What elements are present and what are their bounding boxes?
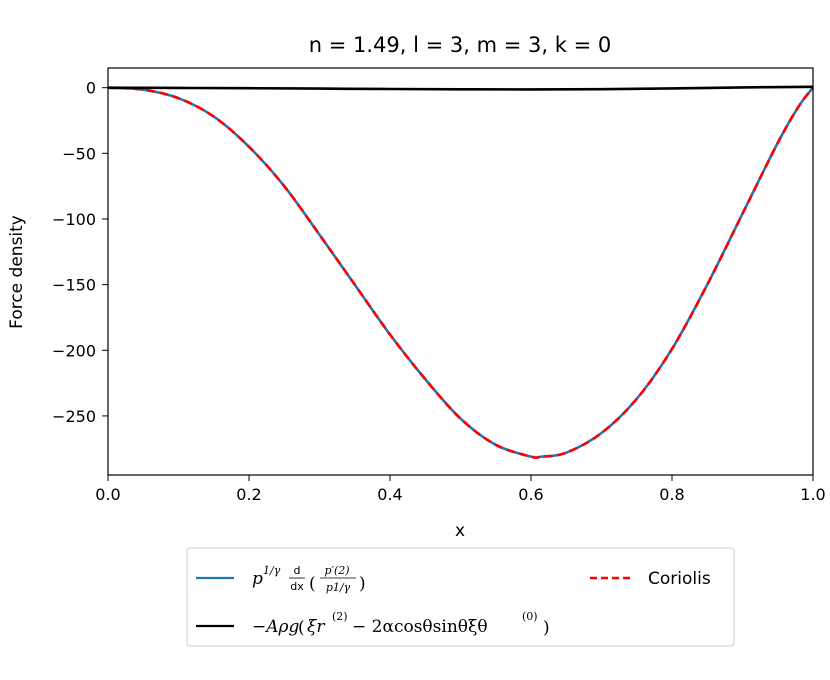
- x-tick-label: 0.2: [236, 485, 261, 504]
- x-tick-label: 0.0: [95, 485, 120, 504]
- legend-series1-d: d: [294, 564, 301, 577]
- legend-series3-lparen: (: [298, 618, 305, 638]
- x-tick-label: 1.0: [800, 485, 825, 504]
- legend-series3-xit-sup: (0): [522, 610, 538, 623]
- x-axis-title: x: [455, 521, 465, 541]
- legend-box: [186, 547, 735, 647]
- legend-series3-middle: − 2αcosθsinθξθ: [352, 617, 488, 637]
- x-axis-ticks: 0.0 0.2 0.4 0.6 0.8 1.0: [95, 475, 826, 504]
- y-axis-ticks: 0 −50 −100 −150 −200 −250: [52, 79, 108, 426]
- legend-series1-inner-top: p′(2): [324, 564, 349, 577]
- series-gravity-line: [107, 85, 814, 91]
- legend-series1-p: p: [252, 569, 263, 589]
- legend-series1-dx: dx: [290, 580, 304, 593]
- legend-series3-lead: −Aρg: [252, 617, 300, 637]
- y-tick-label: −250: [52, 407, 96, 426]
- y-tick-label: 0: [86, 79, 96, 98]
- series-coriolis-line: [107, 86, 815, 459]
- plot-frame: [107, 67, 814, 476]
- y-tick-label: −50: [62, 144, 96, 163]
- y-tick-label: −200: [52, 341, 96, 360]
- legend-series1-lparen: (: [309, 574, 316, 594]
- legend-label-series2: Coriolis: [648, 569, 711, 589]
- legend-series3-xir-sup: (2): [332, 610, 348, 623]
- x-tick-label: 0.4: [377, 485, 402, 504]
- legend-series3-rparen: ): [543, 618, 550, 638]
- y-tick-label: −150: [52, 276, 96, 295]
- series-pressure-line: [107, 86, 815, 459]
- y-tick-label: −100: [52, 210, 96, 229]
- legend-series1-rparen: ): [359, 574, 366, 594]
- legend-series3-xir: ξr: [307, 617, 325, 637]
- legend-label-series1: p 1/γ d dx ( p′(2) p1/γ ): [252, 564, 366, 594]
- x-tick-label: 0.6: [518, 485, 543, 504]
- legend: p 1/γ d dx ( p′(2) p1/γ ) −Aρg ( ξr (2) …: [186, 547, 735, 647]
- x-tick-label: 0.8: [659, 485, 684, 504]
- y-axis-title: Force density: [7, 215, 27, 329]
- series-group: [107, 85, 815, 459]
- legend-series1-inner-bottom: p1/γ: [326, 581, 351, 594]
- chart-title: n = 1.49, l = 3, m = 3, k = 0: [309, 33, 611, 57]
- legend-label-series3: −Aρg ( ξr (2) − 2αcosθsinθξθ (0) ): [252, 610, 550, 638]
- legend-series1-exp: 1/γ: [263, 564, 281, 577]
